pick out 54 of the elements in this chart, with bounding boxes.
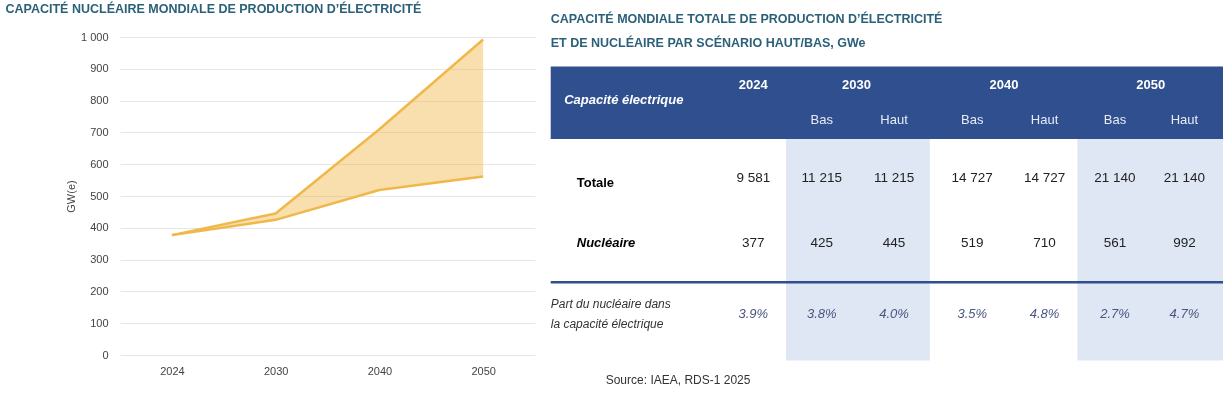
x-tick-label: 2024 <box>160 364 185 377</box>
y-tick-label: 300 <box>90 253 109 266</box>
text: Capacité électrique <box>564 91 684 107</box>
text: 21 140 <box>1163 170 1206 186</box>
y-tick-label: 700 <box>90 125 109 138</box>
text: 377 <box>742 234 765 250</box>
x-tick-label: 2040 <box>367 364 393 377</box>
y-tick-label: 900 <box>90 62 109 75</box>
text: 4.8% <box>1029 305 1060 321</box>
text: 14 727 <box>951 170 993 186</box>
text: 3.8% <box>806 305 837 321</box>
y-tick-label: 0 <box>102 348 109 361</box>
text: 9 581 <box>736 170 771 186</box>
text: 2.7% <box>1099 305 1130 321</box>
text: 710 <box>1033 234 1056 250</box>
text: Bas <box>1103 112 1127 128</box>
y-tick-label: 800 <box>90 94 109 107</box>
y-tick-label: 600 <box>90 157 109 170</box>
text: Part du nucléaire dans la capacité électrique <box>550 296 671 331</box>
text: Haut <box>880 112 909 128</box>
text: 2024 <box>738 77 769 93</box>
text: 425 <box>810 234 834 250</box>
text: 2050 <box>1136 77 1166 93</box>
text: 11 215 <box>801 170 842 186</box>
chart-title: CAPACITÉ NUCLÉAIRE MONDIALE DE PRODUCTION D’ÉLECTRICITÉ <box>5 0 422 16</box>
text: 21 140 <box>1094 170 1136 186</box>
text: 992 <box>1173 234 1196 250</box>
text: 4.0% <box>879 305 909 321</box>
text: 561 <box>1103 234 1127 250</box>
text: 2040 <box>989 77 1019 93</box>
text: Bas <box>810 112 834 128</box>
y-axis-title: GW(e) <box>64 180 77 213</box>
x-tick-label: 2030 <box>263 364 289 377</box>
text: 3.9% <box>738 305 769 321</box>
y-tick-label: 100 <box>90 316 109 329</box>
text: 445 <box>882 234 906 250</box>
y-tick-label: 200 <box>90 284 109 297</box>
text: 2030 <box>842 77 871 93</box>
text: Haut <box>1170 112 1199 128</box>
text: Nucléaire <box>576 234 636 250</box>
text: CAPACITÉ MONDIALE TOTALE DE PRODUCTION D’ÉLECTRICITÉ ET DE NUCLÉAIRE PAR SCÉNARIO HAUT/BAS, GWe <box>550 11 943 50</box>
text: 519 <box>960 234 984 250</box>
text: 11 215 <box>873 170 915 186</box>
text: 4.7% <box>1169 305 1200 321</box>
source-note: Source: IAEA, RDS-1 2025 <box>605 373 751 388</box>
text: 3.5% <box>957 305 988 321</box>
text: Haut <box>1030 112 1059 128</box>
text: 14 727 <box>1023 170 1066 186</box>
text: Totale <box>576 175 615 191</box>
y-tick-label: 400 <box>90 221 109 234</box>
x-tick-label: 2050 <box>471 364 496 377</box>
y-tick-label: 1 000 <box>80 30 109 43</box>
text: Bas <box>961 112 984 128</box>
y-tick-label: 500 <box>90 189 109 202</box>
